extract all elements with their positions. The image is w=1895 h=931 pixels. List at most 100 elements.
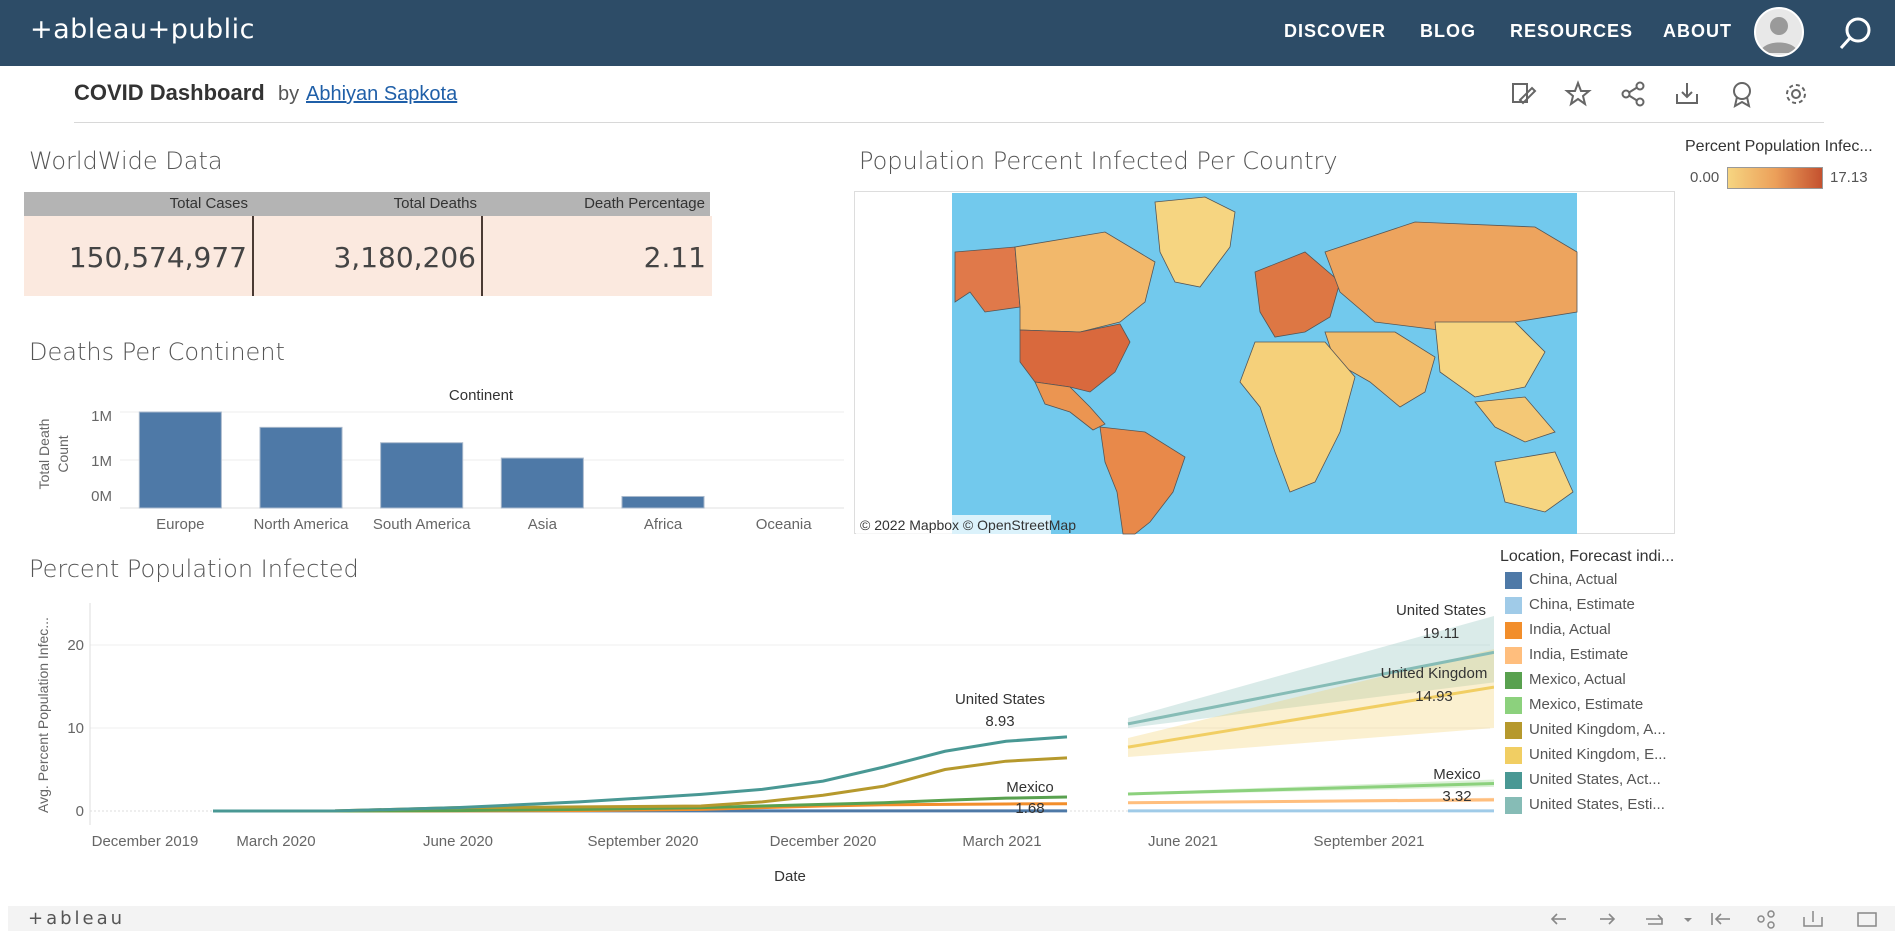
legend-swatch[interactable]: [1505, 622, 1522, 639]
y-tick: 0: [76, 803, 84, 820]
x-tick: June 2021: [1148, 833, 1218, 850]
forecast-line[interactable]: [1127, 650, 1494, 726]
legend-item-label[interactable]: China, Estimate: [1529, 596, 1635, 613]
bar-europe[interactable]: [138, 411, 222, 509]
annotation-value: 14.93: [1415, 688, 1453, 705]
mexico[interactable]: [1034, 381, 1106, 431]
legend-item-label[interactable]: United Kingdom, E...: [1529, 746, 1667, 763]
worldwide-title: WorldWide Data: [29, 147, 223, 175]
map-legend-gradient: [1727, 167, 1823, 189]
kpi-divider: [252, 216, 254, 296]
bar-north-america[interactable]: [259, 426, 343, 509]
legend-item-label[interactable]: United States, Act...: [1529, 771, 1661, 788]
bar-asia[interactable]: [500, 457, 584, 509]
avatar[interactable]: [1754, 7, 1804, 57]
legend-swatch[interactable]: [1505, 672, 1522, 689]
user-icon: [1760, 17, 1798, 53]
x-tick-label: South America: [373, 516, 471, 533]
redo-icon[interactable]: [1600, 913, 1616, 925]
badge-icon[interactable]: [1728, 80, 1756, 108]
legend-item-label[interactable]: India, Estimate: [1529, 646, 1629, 663]
undo-icon[interactable]: [1550, 913, 1566, 925]
legend-swatch[interactable]: [1505, 572, 1522, 589]
reset-icon[interactable]: [1711, 913, 1730, 925]
bar-south-america[interactable]: [380, 442, 464, 509]
united-states[interactable]: [1019, 323, 1131, 393]
china[interactable]: [1434, 321, 1546, 398]
line-legend-title: Location, Forecast indi...: [1500, 548, 1675, 565]
edit-icon[interactable]: [1510, 80, 1538, 108]
x-tick-label: North America: [253, 516, 349, 533]
kpi-header-total-deaths: Total Deaths: [253, 192, 482, 216]
map-frame[interactable]: © 2022 Mapbox © OpenStreetMap: [854, 191, 1676, 535]
x-tick-label: Oceania: [756, 516, 813, 533]
legend-item-label[interactable]: United Kingdom, A...: [1529, 721, 1666, 738]
tableau-public-logo[interactable]: +ableau+public: [30, 14, 255, 45]
search-button[interactable]: [1836, 14, 1876, 54]
settings-gear-icon[interactable]: [1782, 80, 1810, 108]
canada[interactable]: [1014, 231, 1156, 333]
australia[interactable]: [1494, 451, 1574, 513]
greenland[interactable]: [1154, 196, 1236, 288]
attribution-bg: [856, 515, 1051, 534]
map-legend-min: 0.00: [1690, 169, 1720, 186]
annotation-value: 19.11: [1423, 625, 1459, 642]
annotation-value: 1.68: [1015, 800, 1044, 817]
forecast-line[interactable]: [1127, 685, 1494, 749]
forecast-line[interactable]: [1127, 798, 1494, 805]
legend-swatch[interactable]: [1505, 797, 1522, 814]
tableau-footer-logo[interactable]: +ableau: [28, 908, 126, 929]
southeast-asia[interactable]: [1474, 396, 1556, 443]
kpi-total-cases: 150,574,977: [24, 216, 253, 296]
search-icon: [1839, 17, 1871, 50]
toolbar-icons: [1550, 910, 1877, 929]
y-axis-label: Avg. Percent Population Infec...: [35, 617, 51, 813]
series-line[interactable]: [212, 735, 1068, 813]
nav-about[interactable]: ABOUT: [1663, 21, 1732, 41]
share-icon[interactable]: [1757, 910, 1775, 929]
bar-africa[interactable]: [621, 495, 705, 509]
forecast-line[interactable]: [1127, 781, 1494, 796]
author-link[interactable]: Abhiyan Sapkota: [306, 83, 458, 105]
nav-blog[interactable]: BLOG: [1420, 21, 1476, 41]
y-tick: 1M: [91, 453, 112, 470]
south-america[interactable]: [1099, 426, 1186, 535]
nav-discover[interactable]: DISCOVER: [1284, 21, 1387, 41]
x-axis-label: Date: [774, 868, 806, 885]
series-line[interactable]: [213, 795, 1068, 813]
revert-icon[interactable]: [1646, 914, 1692, 925]
legend-swatch[interactable]: [1505, 597, 1522, 614]
nav-resources[interactable]: RESOURCES: [1510, 21, 1634, 41]
legend-item-label[interactable]: China, Actual: [1529, 571, 1618, 588]
annotation-value: 3.32: [1442, 788, 1471, 805]
continent-chart-title: Deaths Per Continent: [29, 338, 285, 366]
legend-swatch[interactable]: [1505, 697, 1522, 714]
map-attribution[interactable]: © 2022 Mapbox © OpenStreetMap: [860, 517, 1076, 533]
fullscreen-icon[interactable]: [1857, 912, 1877, 927]
europe[interactable]: [1254, 251, 1341, 338]
legend-swatch[interactable]: [1505, 747, 1522, 764]
annotation-label: Mexico: [1433, 766, 1481, 783]
legend-swatch[interactable]: [1505, 722, 1522, 739]
x-tick: June 2020: [423, 833, 493, 850]
legend-item-label[interactable]: United States, Esti...: [1529, 796, 1665, 813]
legend-item-label[interactable]: Mexico, Estimate: [1529, 696, 1644, 713]
legend-item-label[interactable]: Mexico, Actual: [1529, 671, 1626, 688]
percent-infected-chart: Avg. Percent Population Infec... 20 10 0…: [35, 602, 1494, 885]
share-icon[interactable]: [1619, 80, 1647, 108]
favorite-star-icon[interactable]: [1564, 80, 1592, 108]
download-icon[interactable]: [1673, 80, 1701, 108]
legend-swatch[interactable]: [1505, 647, 1522, 664]
forecast-band: [1128, 615, 1494, 728]
y-tick: 10: [67, 720, 84, 737]
annotation-label: United States: [1396, 602, 1486, 619]
y-tick: 20: [67, 637, 84, 654]
kpi-header-total-cases: Total Cases: [24, 192, 253, 216]
legend-swatch[interactable]: [1505, 772, 1522, 789]
world-map[interactable]: © 2022 Mapbox © OpenStreetMap: [855, 192, 1676, 535]
line-chart-title: Percent Population Infected: [29, 555, 359, 583]
russia[interactable]: [1324, 221, 1578, 333]
download-icon[interactable]: [1803, 911, 1823, 927]
africa[interactable]: [1239, 341, 1356, 493]
legend-item-label[interactable]: India, Actual: [1529, 621, 1611, 638]
